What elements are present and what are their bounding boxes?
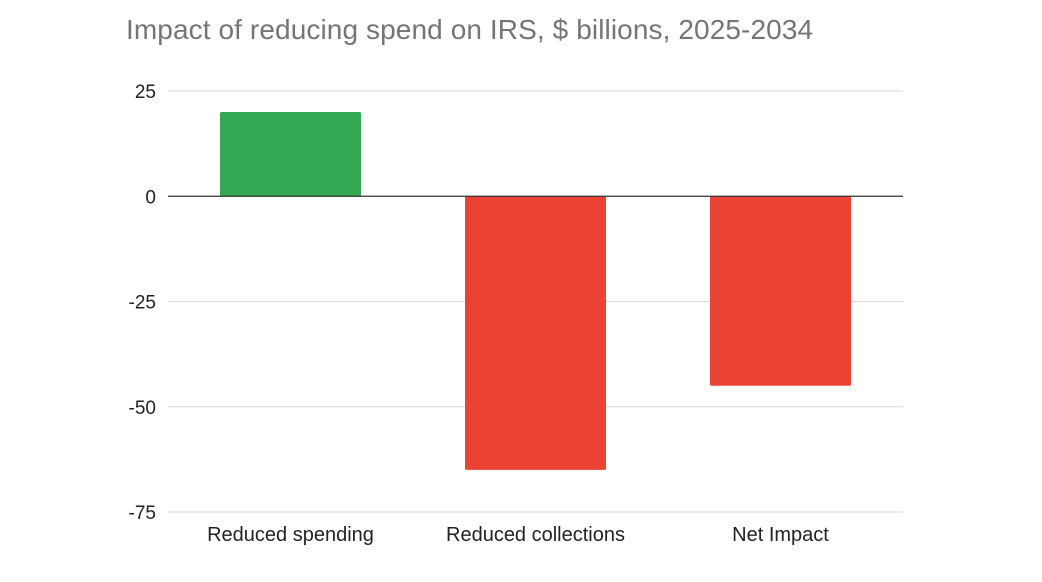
y-axis-ticks: 25 0 -25 -50 -75 (129, 82, 156, 524)
y-tick-label: 0 (145, 187, 156, 208)
y-tick-label: 25 (135, 82, 156, 103)
x-axis-labels: Reduced spending Reduced collections Net I… (207, 524, 829, 546)
bar-reduced-spending (220, 112, 361, 197)
chart-title: Impact of reducing spend on IRS, $ billi… (126, 14, 814, 45)
bar-reduced-collections (465, 196, 606, 470)
y-tick-label: -50 (129, 398, 156, 419)
bar-net-impact (710, 196, 851, 386)
x-category-label: Net Impact (732, 524, 829, 546)
y-tick-label: -75 (129, 503, 156, 524)
bars (220, 112, 851, 470)
y-tick-label: -25 (129, 293, 156, 314)
x-category-label: Reduced spending (207, 524, 374, 546)
x-category-label: Reduced collections (446, 524, 625, 546)
